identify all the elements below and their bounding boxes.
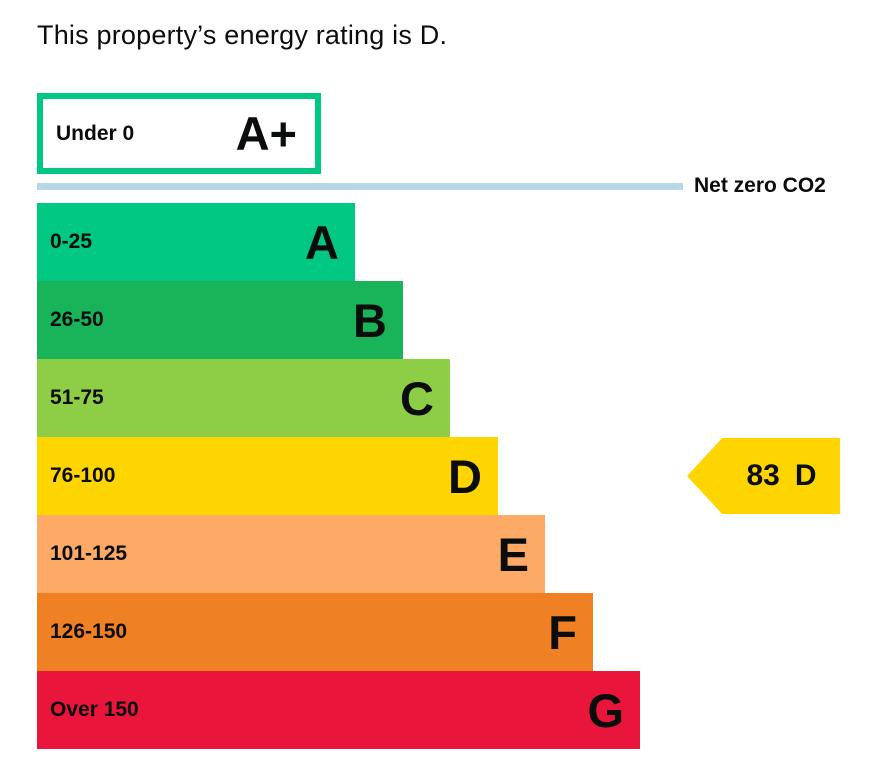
band-letter: D	[448, 449, 482, 503]
current-rating-value: 83	[746, 459, 780, 492]
band-range-label: 76-100	[50, 464, 116, 487]
current-rating-letter: D	[794, 459, 817, 492]
band-range-label: 0-25	[50, 230, 93, 253]
net-zero-label: Net zero CO2	[694, 174, 826, 197]
band-letter: A	[305, 215, 339, 269]
band-letter: F	[548, 605, 577, 659]
band-letter: E	[497, 527, 529, 581]
band-range-label: Over 150	[50, 698, 139, 721]
band-range-label: Under 0	[56, 121, 135, 145]
band-row-g: Over 150 G	[37, 671, 640, 749]
band-stack: 0-25 A 26-50 B 51-75 C 76-100 D 101-125 …	[37, 203, 640, 749]
band-row-e: 101-125 E	[37, 515, 545, 593]
band-letter: B	[353, 293, 387, 347]
band-letter: A+	[235, 107, 297, 160]
net-zero-line	[37, 182, 683, 190]
net-zero-row: Net zero CO2	[37, 172, 867, 200]
band-row-f: 126-150 F	[37, 593, 593, 671]
band-row-a-plus: Under 0 A+	[37, 93, 321, 174]
current-rating-arrow: 83 D	[687, 438, 840, 514]
band-letter: C	[400, 371, 434, 425]
band-letter: G	[587, 683, 624, 737]
band-row-d: 76-100 D	[37, 437, 498, 515]
band-row-a: 0-25 A	[37, 203, 355, 281]
band-range-label: 26-50	[50, 308, 104, 331]
band-row-c: 51-75 C	[37, 359, 450, 437]
band-range-label: 51-75	[50, 386, 104, 409]
band-range-label: 101-125	[50, 542, 128, 565]
chart-title: This property’s energy rating is D.	[37, 20, 448, 50]
band-row-b: 26-50 B	[37, 281, 403, 359]
band-range-label: 126-150	[50, 620, 128, 643]
